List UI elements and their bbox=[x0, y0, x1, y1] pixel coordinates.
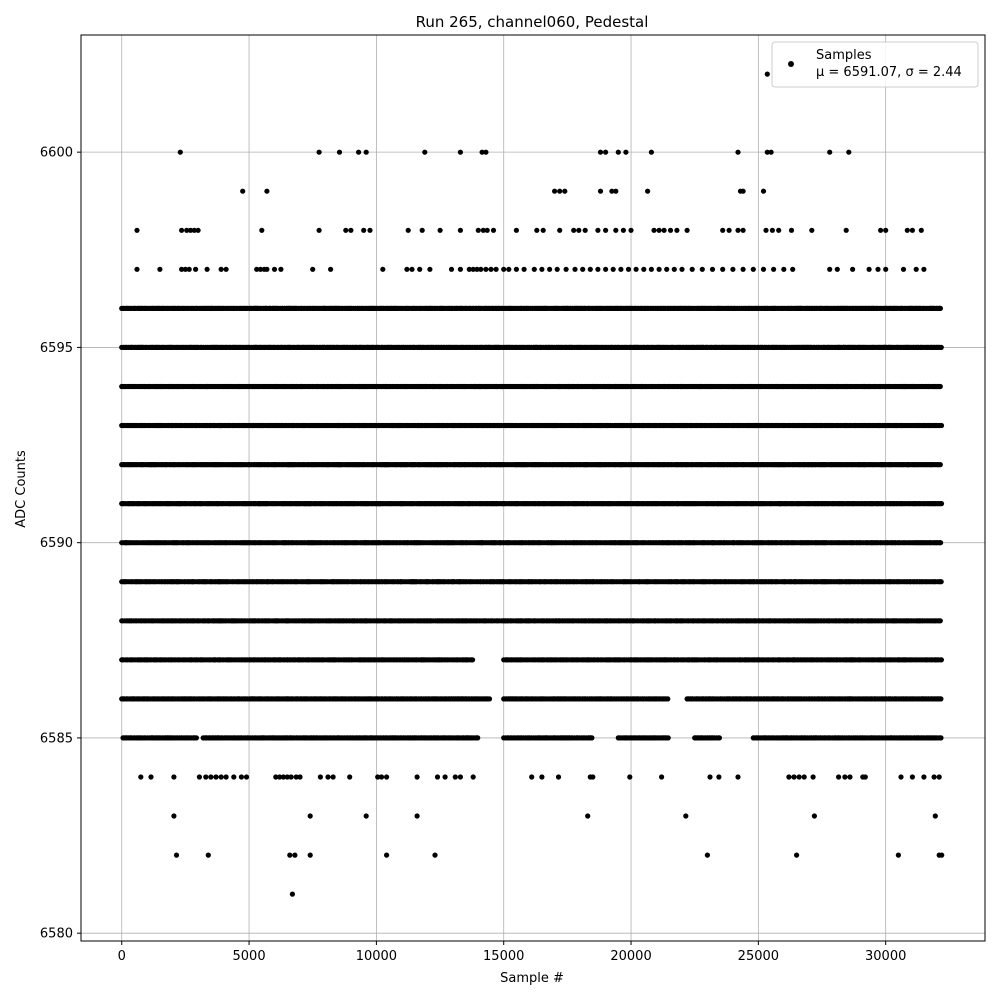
data-point bbox=[786, 774, 791, 779]
data-point bbox=[364, 813, 369, 818]
data-point bbox=[415, 813, 420, 818]
data-point bbox=[863, 774, 868, 779]
data-point bbox=[716, 774, 721, 779]
data-point bbox=[683, 813, 688, 818]
data-point bbox=[939, 579, 944, 584]
data-point bbox=[896, 853, 901, 858]
data-point bbox=[239, 774, 244, 779]
data-point bbox=[171, 774, 176, 779]
data-point bbox=[836, 774, 841, 779]
data-point bbox=[318, 774, 323, 779]
data-point bbox=[938, 462, 943, 467]
data-point bbox=[297, 774, 302, 779]
data-point bbox=[379, 774, 384, 779]
data-point bbox=[290, 892, 295, 897]
data-point bbox=[458, 774, 463, 779]
data-point bbox=[932, 774, 937, 779]
data-point bbox=[938, 618, 943, 623]
data-point bbox=[665, 696, 670, 701]
data-point bbox=[812, 813, 817, 818]
data-point bbox=[797, 774, 802, 779]
data-point bbox=[938, 696, 943, 701]
data-point bbox=[174, 853, 179, 858]
data-point bbox=[208, 774, 213, 779]
data-point bbox=[432, 853, 437, 858]
data-point bbox=[203, 774, 208, 779]
data-point bbox=[219, 774, 224, 779]
data-point bbox=[811, 774, 816, 779]
data-point bbox=[435, 774, 440, 779]
data-point bbox=[475, 735, 480, 740]
data-point bbox=[148, 774, 153, 779]
data-point bbox=[933, 813, 938, 818]
data-point bbox=[224, 774, 229, 779]
data-point bbox=[939, 657, 944, 662]
data-point bbox=[443, 774, 448, 779]
data-point bbox=[939, 853, 944, 858]
data-point bbox=[231, 774, 236, 779]
data-point bbox=[347, 774, 352, 779]
data-point bbox=[331, 774, 336, 779]
data-point bbox=[898, 774, 903, 779]
data-point bbox=[910, 774, 915, 779]
data-point bbox=[244, 774, 249, 779]
data-point bbox=[487, 696, 492, 701]
data-point bbox=[705, 853, 710, 858]
data-point bbox=[585, 813, 590, 818]
data-point bbox=[308, 813, 313, 818]
data-point bbox=[206, 853, 211, 858]
data-point bbox=[717, 735, 722, 740]
data-point bbox=[197, 774, 202, 779]
data-point bbox=[289, 774, 294, 779]
data-point bbox=[529, 774, 534, 779]
data-point bbox=[325, 774, 330, 779]
data-point bbox=[791, 774, 796, 779]
data-point bbox=[384, 853, 389, 858]
data-point bbox=[556, 774, 561, 779]
data-point bbox=[590, 774, 595, 779]
data-point bbox=[938, 540, 943, 545]
data-point bbox=[921, 774, 926, 779]
data-point bbox=[659, 774, 664, 779]
data-point bbox=[937, 774, 942, 779]
data-point bbox=[194, 735, 199, 740]
data-point bbox=[794, 853, 799, 858]
data-point bbox=[415, 774, 420, 779]
data-point bbox=[287, 853, 292, 858]
data-point bbox=[707, 774, 712, 779]
data-point bbox=[471, 774, 476, 779]
data-point bbox=[292, 853, 297, 858]
data-point bbox=[470, 657, 475, 662]
data-point bbox=[539, 774, 544, 779]
data-point bbox=[308, 853, 313, 858]
data-point bbox=[939, 501, 944, 506]
data-point bbox=[213, 774, 218, 779]
data-point bbox=[842, 774, 847, 779]
data-point bbox=[735, 774, 740, 779]
data-point bbox=[171, 813, 176, 818]
data-point bbox=[802, 774, 807, 779]
data-point bbox=[938, 735, 943, 740]
data-point bbox=[453, 774, 458, 779]
data-point bbox=[384, 774, 389, 779]
data-point bbox=[627, 774, 632, 779]
data-point bbox=[589, 735, 594, 740]
data-point bbox=[138, 774, 143, 779]
data-point bbox=[847, 774, 852, 779]
data-point bbox=[666, 735, 671, 740]
